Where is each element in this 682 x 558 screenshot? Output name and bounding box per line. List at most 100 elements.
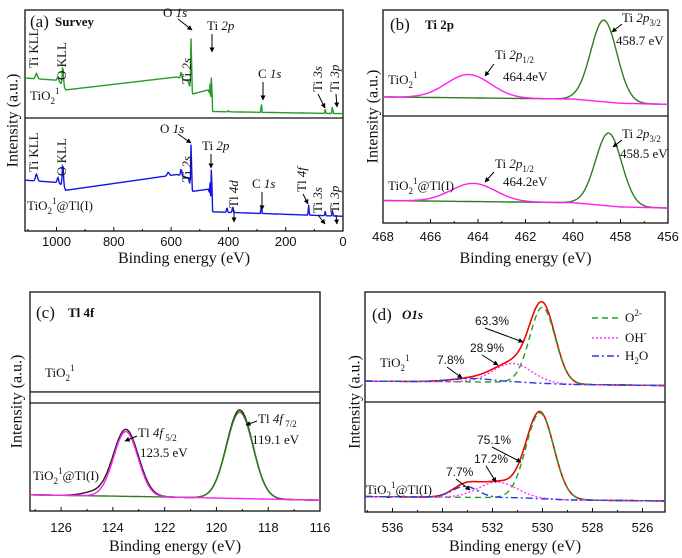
x-tick-label: 1000 <box>42 234 71 249</box>
label-part: TiO <box>30 88 50 103</box>
x-tick-label: 458 <box>610 229 632 244</box>
label-part: Ti <box>207 18 221 33</box>
label-part: 464.4eV <box>503 69 548 84</box>
annotation-arrow <box>124 435 138 442</box>
sample-label: TiO21@Tl(I) <box>27 196 93 216</box>
legend-item: H2O <box>592 348 648 366</box>
label-part: TiO <box>33 468 53 483</box>
label-part: @Tl(I) <box>417 178 454 193</box>
label-part: 2 <box>47 206 52 216</box>
label-part: Ti <box>327 78 342 92</box>
series-line <box>365 485 665 502</box>
label-part: 2p <box>221 18 235 33</box>
peak-annotation: O KLL <box>54 42 69 80</box>
label-part: H <box>625 348 634 363</box>
x-tick-label: 124 <box>102 520 124 535</box>
label-part: Ti KLL <box>26 132 41 172</box>
label-part: O <box>625 310 634 325</box>
annotation-arrow <box>484 327 524 343</box>
x-tick-label: 118 <box>258 520 279 535</box>
annotation-arrow <box>317 93 326 109</box>
panel-d: 536 534 532 530 528 526 Binding energy (eV) Int… <box>347 291 666 555</box>
label-part: 1/2 <box>522 55 534 65</box>
label-part: O <box>639 348 648 363</box>
sample-label: TiO21@Tl(I) <box>33 466 99 486</box>
legend-item: OH- <box>592 328 647 345</box>
peak-annotation: Ti 2p3/2 <box>622 10 661 28</box>
peak-annotation: Ti 2p1/2 <box>495 156 534 174</box>
sample-label: TiO21@Tl(I) <box>388 176 454 196</box>
label-part: 1 <box>58 466 63 476</box>
label-part: OH <box>625 330 644 345</box>
peak-annotation: Ti 2s <box>179 58 194 84</box>
label-part: C <box>258 66 270 81</box>
series-line <box>383 19 668 105</box>
x-tick-label: 126 <box>50 520 72 535</box>
label-part: 1s <box>176 5 188 20</box>
panel-a: 1000 800 600 400 200 0 Binding energy (eV) Inte… <box>5 5 347 267</box>
label-part: @Tl(I) <box>62 468 99 483</box>
x-tick-label: 536 <box>382 520 404 535</box>
annotation-arrow <box>485 465 497 483</box>
annotation-arrow <box>611 23 623 33</box>
peak-annotation: Tl 4d <box>226 180 241 208</box>
x-tick-label: 534 <box>432 520 454 535</box>
series-line <box>365 377 665 387</box>
x-tick-label: 526 <box>632 520 654 535</box>
annotation-arrow <box>245 420 258 426</box>
label-part: 2s <box>179 58 194 70</box>
label-part: 2 <box>408 80 413 90</box>
label-part: TiO <box>388 178 408 193</box>
x-tick-label: 200 <box>275 234 297 249</box>
label-part: - <box>644 328 647 338</box>
sample-label: TiO21 <box>388 70 417 90</box>
plot-frame <box>24 9 344 232</box>
panel-title: Tl 4f <box>68 305 95 320</box>
label-part: 2- <box>634 308 642 318</box>
label-part: Ti <box>179 70 194 84</box>
peak-annotation: C 1s <box>252 176 275 191</box>
panel-letter: (a) <box>30 12 49 31</box>
label-part: 2 <box>400 363 405 373</box>
label-part: 1 <box>391 480 396 490</box>
y-axis-label: Intensity (a.u.) <box>347 355 364 449</box>
label-part: 1/2 <box>522 164 534 174</box>
label-part: 7.8% <box>437 353 465 367</box>
label-part: 2 <box>634 356 639 366</box>
label-part: Tl <box>226 193 241 208</box>
peak-annotation: 464.2eV <box>503 174 548 189</box>
sample-label: TiO21 <box>30 86 59 106</box>
peak-annotation: O 1s <box>163 5 187 20</box>
label-part: 3/2 <box>649 18 661 28</box>
label-part: Tl <box>138 425 153 440</box>
peak-annotation: Ti 2p <box>202 138 230 153</box>
label-part: 1s <box>270 66 282 81</box>
annotation-arrow <box>481 354 499 366</box>
annotation-arrow <box>484 171 495 183</box>
label-part: 2 <box>50 96 55 106</box>
panel-letter: (d) <box>372 305 392 324</box>
x-tick-label: 600 <box>160 234 182 249</box>
label-part: @Tl(I) <box>395 482 432 497</box>
series-line <box>30 430 320 501</box>
x-tick-label: 0 <box>339 234 346 249</box>
label-part: Ti <box>495 47 509 62</box>
peak-annotation: 28.9% <box>470 341 504 355</box>
x-tick-label: 532 <box>482 520 504 535</box>
series-line <box>24 38 343 115</box>
label-part: 464.2eV <box>503 174 548 189</box>
label-part: 119.1 eV <box>252 432 300 447</box>
legend-label: O2- <box>625 308 642 325</box>
peak-annotation: Ti 2s <box>179 156 194 182</box>
label-part: 458.7 eV <box>616 33 664 48</box>
annotation-arrow <box>177 133 192 144</box>
label-part: O <box>163 5 176 20</box>
series-line <box>383 73 668 105</box>
label-part: 1 <box>405 353 410 363</box>
label-part: 1 <box>413 70 418 80</box>
x-tick-label: 800 <box>103 234 125 249</box>
sample-label: TiO21 <box>45 363 74 383</box>
panel-letter: (b) <box>390 15 410 34</box>
label-part: 7/2 <box>283 419 297 429</box>
label-part: TiO <box>380 355 400 370</box>
